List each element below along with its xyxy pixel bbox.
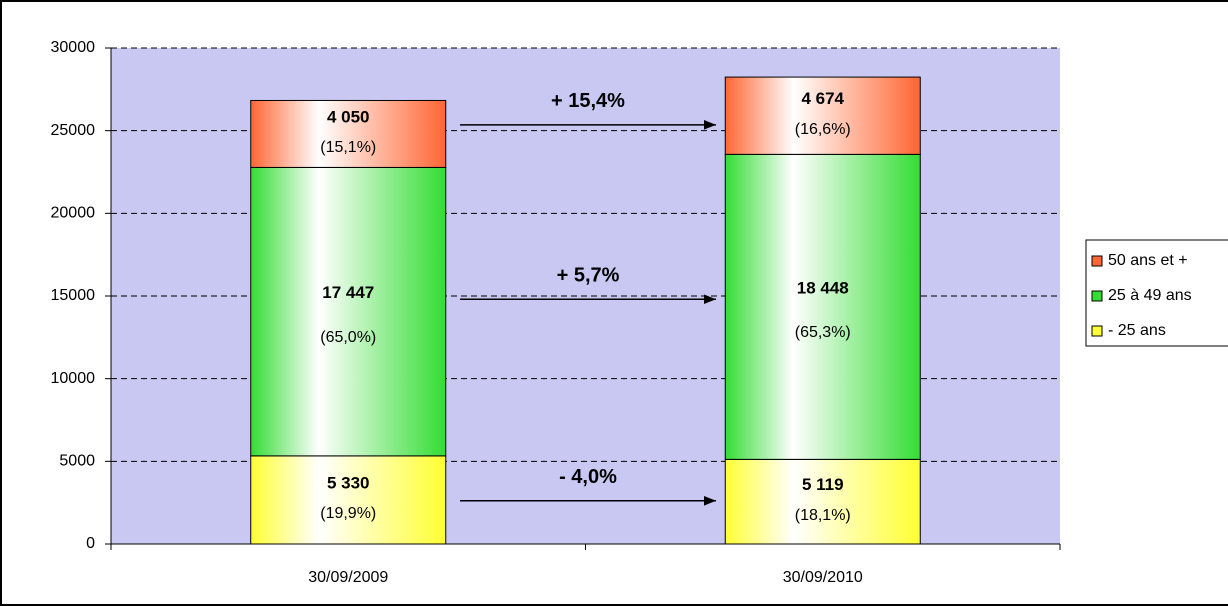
value-label: 18 448 [797, 278, 849, 297]
legend-swatch [1091, 325, 1103, 337]
percent-label: (15,1%) [320, 139, 376, 156]
legend-swatch [1091, 290, 1103, 302]
bar-segment [250, 455, 447, 545]
x-tick-label: 30/09/2010 [783, 569, 863, 586]
bar-segment [250, 99, 447, 168]
percent-label: (16,6%) [795, 121, 851, 138]
value-label: 5 330 [327, 473, 370, 492]
percent-label: (65,0%) [320, 329, 376, 346]
legend-label: - 25 ans [1108, 322, 1166, 339]
change-label: - 4,0% [559, 466, 617, 488]
percent-label: (18,1%) [795, 507, 851, 524]
legend-label: 50 ans et + [1108, 252, 1188, 269]
y-tick-label: 30000 [51, 39, 96, 56]
legend-label: 25 à 49 ans [1108, 287, 1192, 304]
legend-box [1085, 239, 1228, 347]
bar-segment [724, 458, 921, 545]
x-tick-label: 30/09/2009 [308, 569, 388, 586]
bar-segment [250, 166, 447, 457]
value-label: 5 119 [802, 475, 844, 494]
bar-segment [724, 76, 921, 155]
percent-label: (65,3%) [795, 324, 851, 341]
y-tick-label: 20000 [51, 205, 96, 222]
percent-label: (19,9%) [320, 505, 376, 522]
value-label: 4 050 [327, 107, 370, 126]
y-tick-label: 25000 [51, 122, 96, 139]
y-tick-label: 10000 [51, 370, 96, 387]
value-label: 17 447 [322, 283, 374, 302]
y-tick-label: 0 [86, 535, 95, 552]
y-tick-label: 5000 [59, 453, 95, 470]
change-label: + 5,7% [557, 265, 620, 287]
bar-segment [724, 153, 921, 460]
value-label: 4 674 [801, 89, 844, 108]
change-label: + 15,4% [551, 90, 625, 112]
legend-swatch [1091, 255, 1103, 267]
y-tick-label: 15000 [51, 287, 96, 304]
